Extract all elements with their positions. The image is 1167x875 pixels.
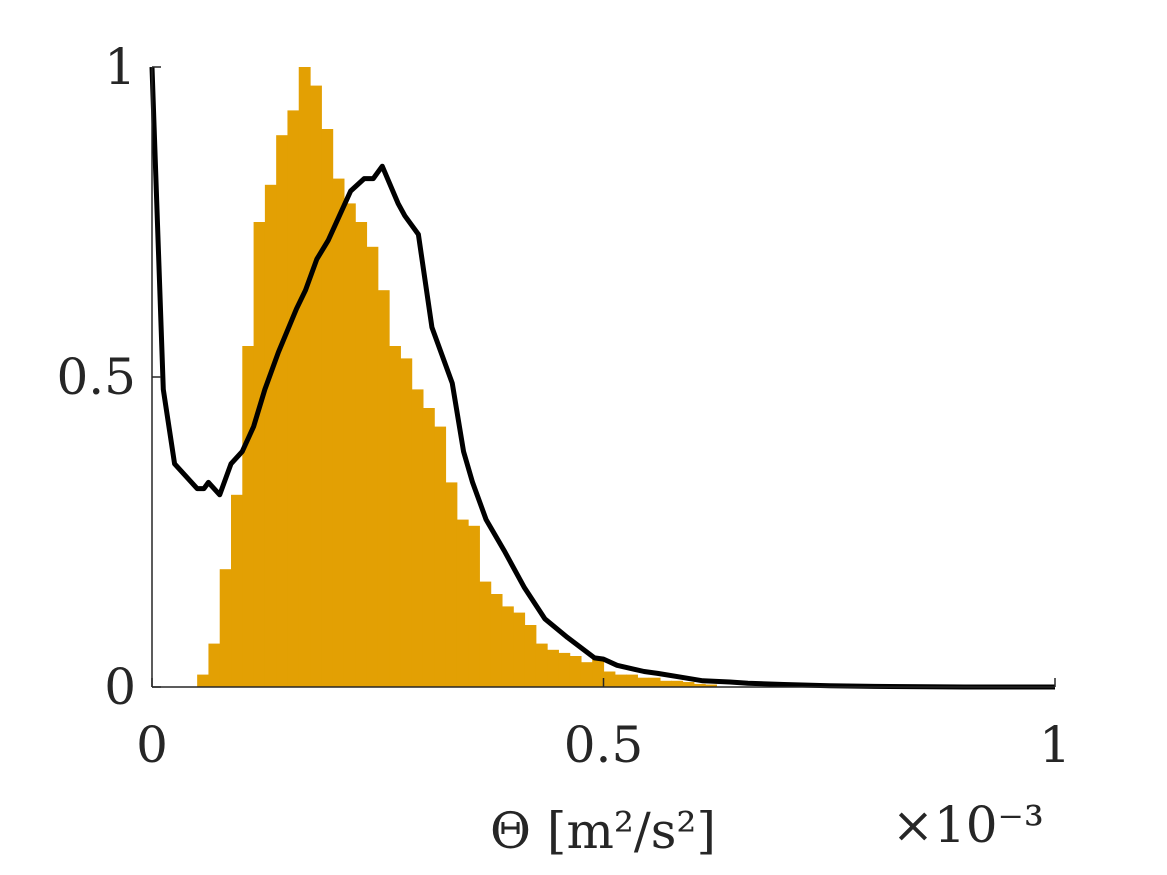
histogram-bar: [411, 389, 424, 687]
histogram-bar: [456, 519, 469, 687]
histogram-bar: [558, 652, 571, 687]
histogram-bar: [355, 222, 368, 687]
histogram-bar: [287, 110, 300, 687]
histogram-bar: [603, 671, 616, 687]
tick-labels: 0 0.5 1 0 0.5 1: [56, 38, 1070, 774]
histogram-bar: [592, 659, 605, 687]
histogram-bar: [501, 606, 514, 687]
histogram-bar: [524, 625, 537, 687]
histogram-bar: [400, 358, 413, 687]
histogram-bar: [535, 643, 548, 687]
histogram-bar: [569, 656, 582, 687]
histogram-bar: [637, 677, 650, 687]
histogram-bar: [197, 674, 210, 687]
x-tick-label: 0.5: [564, 716, 644, 774]
x-tick-label: 0: [136, 716, 168, 774]
histogram-bar: [445, 482, 458, 687]
histogram-bar: [310, 85, 322, 688]
histogram-bar: [366, 246, 379, 688]
histogram-bar: [208, 643, 221, 687]
histogram-bar: [253, 222, 266, 687]
histogram-bars: [197, 67, 717, 688]
x-tick-label: 1: [1039, 716, 1071, 774]
histogram-bar: [389, 346, 401, 687]
axes: [151, 66, 1056, 688]
histogram-bar: [298, 67, 311, 687]
histogram-bar: [580, 662, 593, 687]
histogram-bar: [490, 594, 503, 687]
histogram-bar: [659, 680, 672, 687]
histogram-bar: [231, 494, 243, 687]
histogram-bar: [422, 408, 435, 687]
histogram-bar: [468, 525, 480, 687]
y-tick-label: 0: [104, 658, 136, 716]
histogram-bar: [693, 683, 706, 687]
histogram-bar: [219, 569, 232, 687]
histogram-bar: [682, 682, 695, 687]
y-tick-label: 1: [104, 38, 136, 96]
histogram-bar: [332, 178, 345, 687]
histogram-bar: [434, 426, 447, 687]
histogram-bar: [648, 677, 661, 687]
histogram-bar: [276, 135, 289, 687]
histogram-bar: [377, 290, 390, 687]
histogram-bar: [479, 581, 492, 687]
histogram-bar: [614, 674, 627, 687]
histogram-bar: [321, 129, 334, 687]
x-axis-exponent: ×10⁻³: [892, 796, 1044, 854]
histogram-bar: [242, 346, 255, 687]
density-curve: [149, 66, 1055, 690]
histogram-bar: [671, 680, 684, 687]
x-axis-label: Θ [m²/s²]: [490, 802, 716, 860]
histogram-bar: [343, 203, 356, 687]
histogram-bar: [705, 684, 717, 687]
histogram-bar: [513, 612, 526, 687]
y-tick-label: 0.5: [56, 348, 136, 406]
histogram-bar: [547, 649, 559, 687]
histogram-bar: [626, 674, 638, 687]
histogram-bar: [264, 184, 277, 688]
